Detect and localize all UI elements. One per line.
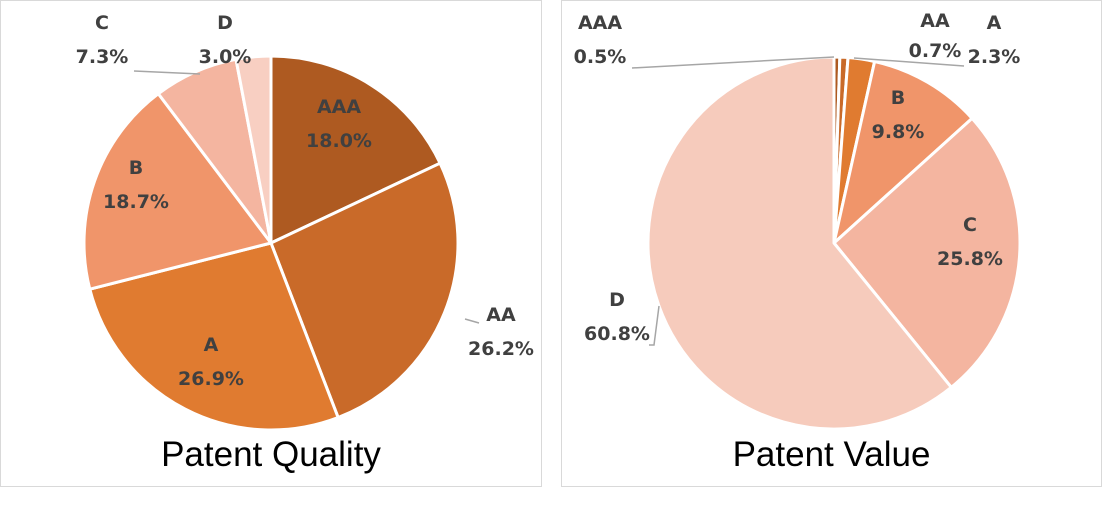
quality-slice-aaa (269, 54, 442, 245)
value-slice-d (646, 55, 953, 431)
quality-category-label-b: B (129, 157, 143, 179)
quality-value-label-aaa: 18.0% (306, 130, 372, 152)
value-leader-line-aaa (631, 56, 835, 69)
value-category-label-b: B (891, 87, 905, 109)
quality-category-label-c: C (95, 12, 109, 34)
value-value-label-a: 2.3% (968, 46, 1021, 68)
quality-category-label-a: A (204, 334, 219, 356)
value-leader-line-d (649, 305, 660, 346)
quality-slice-b (82, 92, 273, 291)
quality-value-label-a: 26.9% (178, 368, 244, 390)
patent-quality-title: Patent Quality (161, 435, 381, 474)
patent-value-panel: AAA 0.5% AA 0.7% A 2.3% B 9.8% C 25.8% D 60.8% Pate… (561, 0, 1102, 487)
value-value-label-aa: 0.7% (909, 40, 962, 62)
value-category-label-c: C (963, 214, 977, 236)
value-category-label-d: D (609, 289, 625, 311)
quality-leader-line-c (133, 70, 201, 75)
quality-category-label-aa: AA (486, 304, 516, 326)
quality-value-label-d: 3.0% (199, 46, 252, 68)
value-value-label-aaa: 0.5% (574, 46, 627, 68)
quality-category-label-d: D (217, 12, 233, 34)
quality-value-label-aa: 26.2% (468, 338, 534, 360)
quality-slice-aa (269, 161, 460, 420)
quality-category-label-aaa: AAA (317, 96, 361, 118)
value-value-label-d: 60.8% (584, 323, 650, 345)
value-slice-c (832, 116, 1022, 389)
quality-value-label-c: 7.3% (76, 46, 129, 68)
value-category-label-a: A (987, 12, 1002, 34)
value-value-label-c: 25.8% (937, 248, 1003, 270)
value-slice-b (832, 59, 974, 245)
value-category-label-aaa: AAA (578, 12, 622, 34)
quality-slice-d (234, 54, 273, 245)
quality-slice-a (88, 241, 340, 432)
quality-leader-line-aa (464, 318, 480, 324)
patent-value-title: Patent Value (732, 435, 931, 474)
patent-quality-panel: AAA 18.0% AA 26.2% A 26.9% B 18.7% C 7.3% D 3.0% Pa… (0, 0, 542, 487)
quality-value-label-b: 18.7% (103, 191, 169, 213)
patent-quality-pie-chart: AAA 18.0% AA 26.2% A 26.9% B 18.7% C 7.3% D 3.0% (76, 12, 534, 432)
value-value-label-b: 9.8% (872, 121, 925, 143)
patent-value-pie-chart: AAA 0.5% AA 0.7% A 2.3% B 9.8% C 25.8% D 60.8% (574, 10, 1022, 431)
value-leader-line-a (853, 57, 965, 67)
value-category-label-aa: AA (920, 10, 950, 32)
